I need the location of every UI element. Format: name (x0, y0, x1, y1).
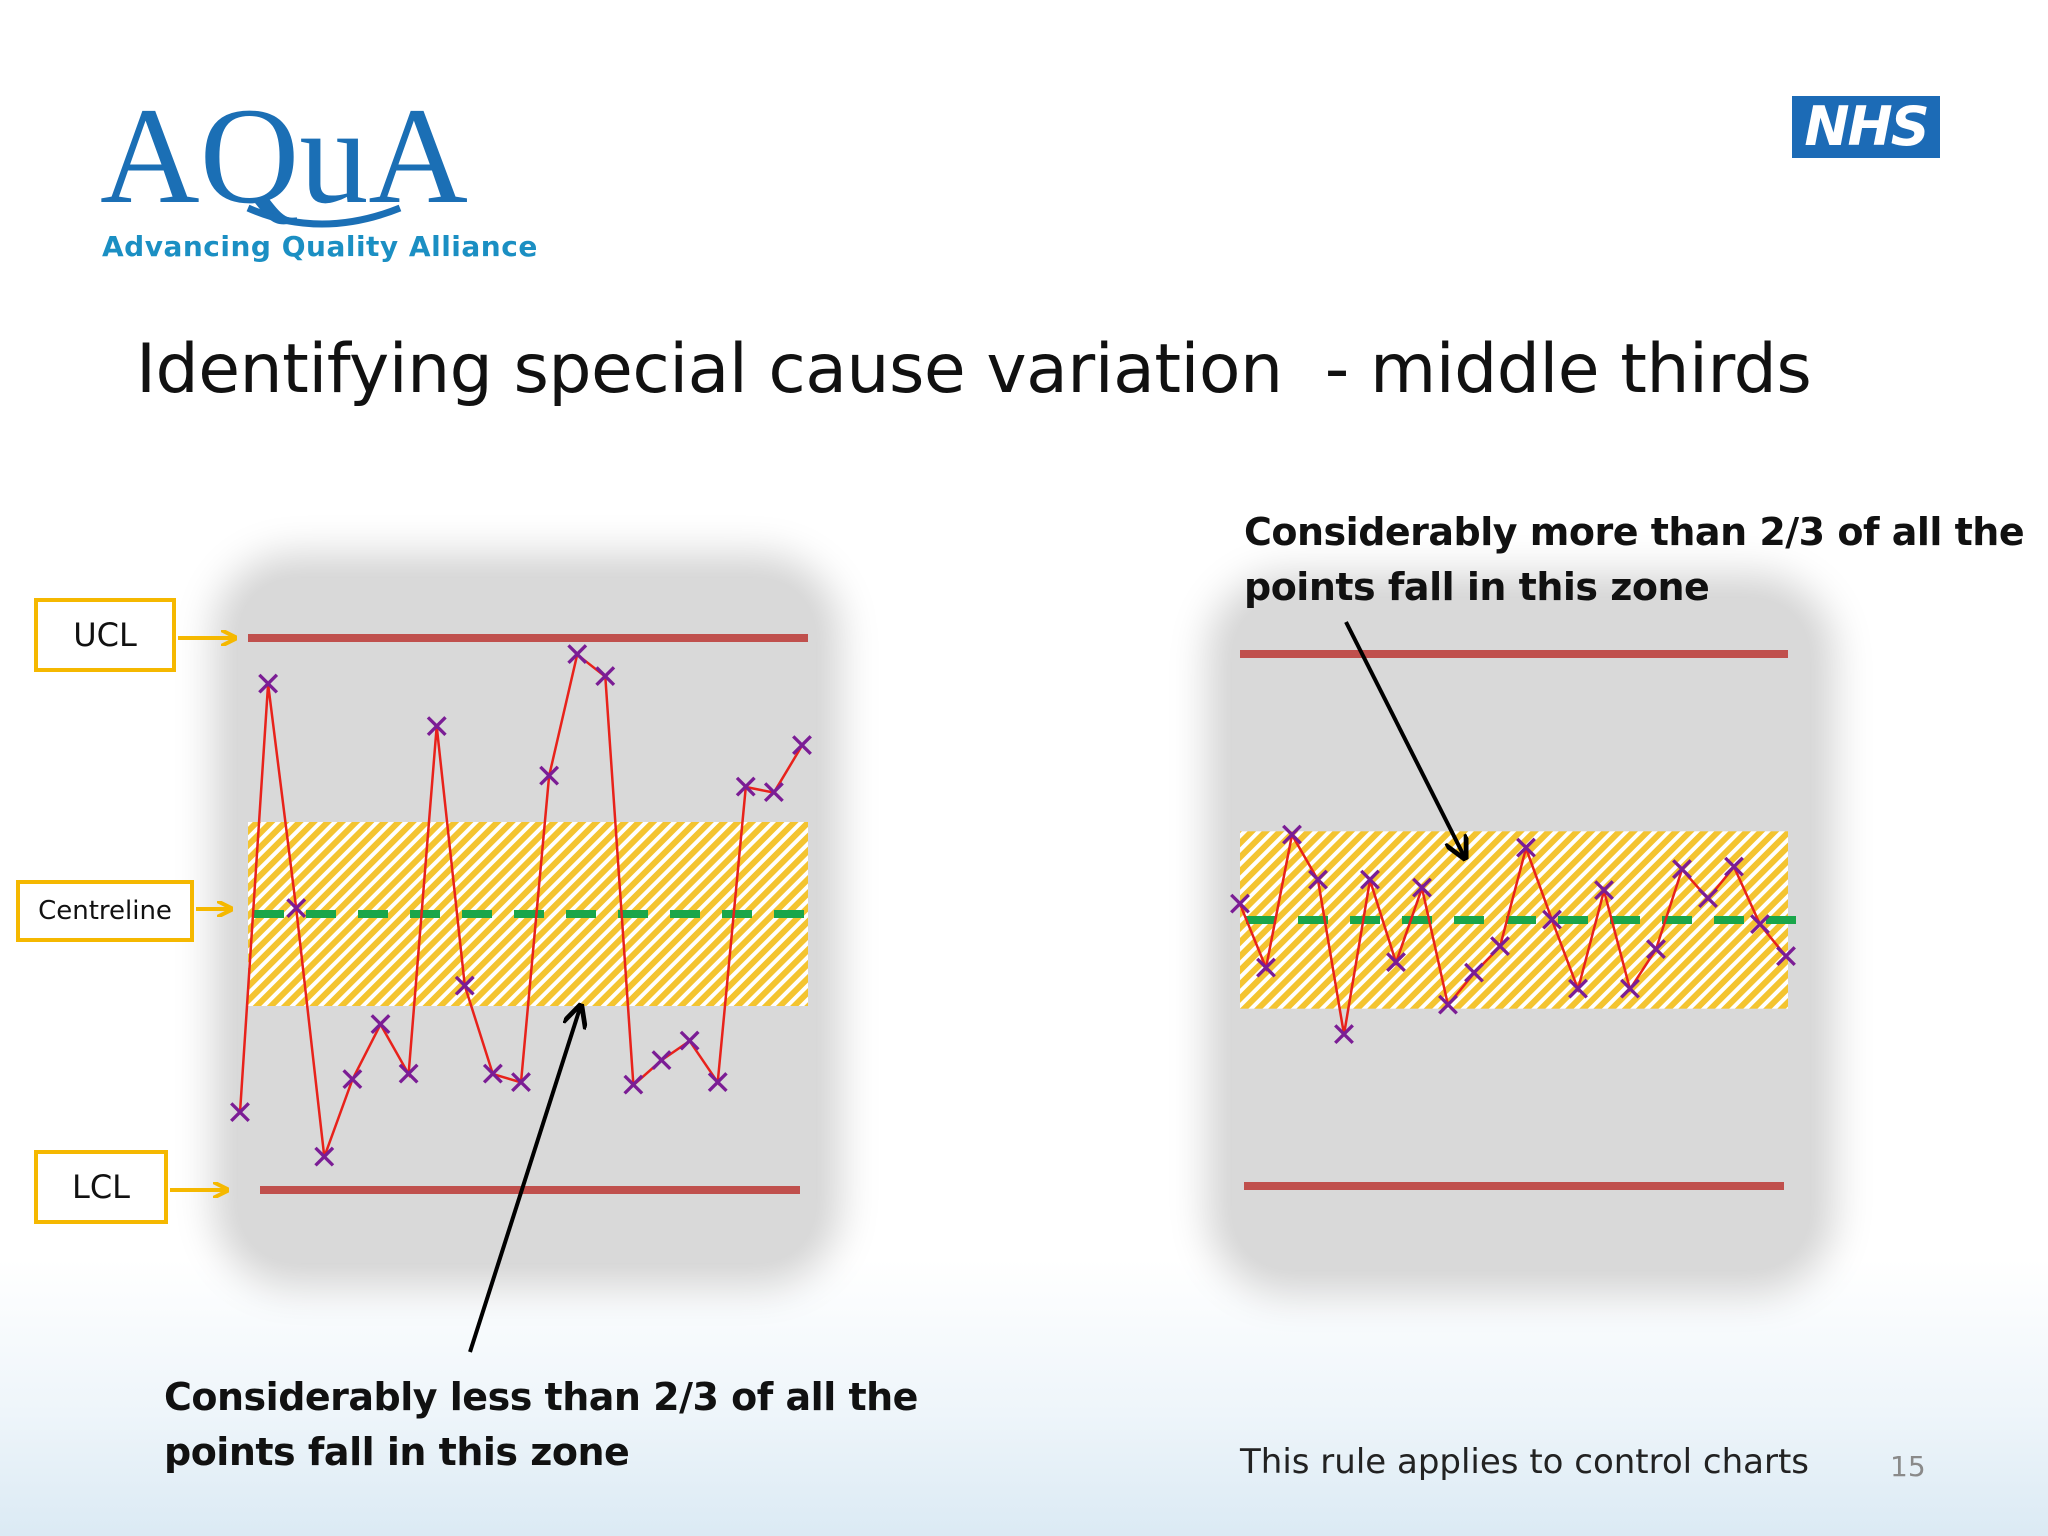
data-point-marker: ✕ (535, 757, 564, 797)
data-point-marker: ✕ (1668, 850, 1697, 890)
data-point-marker: ✕ (254, 665, 283, 705)
data-point-marker: ✕ (1226, 885, 1255, 925)
data-point-marker: ✕ (1278, 816, 1307, 856)
callout-left-line-1: Considerably less than 2/3 of all the (164, 1375, 918, 1419)
nhs-logo: NHS (1792, 96, 1940, 158)
callout-left-line-2: points fall in this zone (164, 1430, 630, 1474)
data-point-marker: ✕ (788, 727, 817, 767)
data-point-marker: ✕ (1616, 970, 1645, 1010)
data-point-marker: ✕ (338, 1061, 367, 1101)
data-point-marker: ✕ (1642, 930, 1671, 970)
data-point-marker: ✕ (1694, 880, 1723, 920)
data-point-marker: ✕ (1720, 848, 1749, 888)
callout-left-arrow (468, 1008, 580, 1353)
centreline-label: Centreline (16, 880, 194, 942)
data-point-marker: ✕ (619, 1066, 648, 1106)
data-point-marker: ✕ (1746, 905, 1775, 945)
data-point-marker: ✕ (366, 1005, 395, 1045)
callout-right-line-2: points fall in this zone (1244, 565, 1710, 609)
data-point-marker: ✕ (394, 1055, 423, 1095)
data-point-marker: ✕ (1590, 872, 1619, 912)
callout-right-arrow (1344, 621, 1464, 856)
logo-tagline: Advancing Quality Alliance (102, 230, 538, 263)
data-point-marker: ✕ (1772, 937, 1801, 977)
data-point-marker: ✕ (591, 658, 620, 698)
data-point-marker: ✕ (1538, 901, 1567, 941)
data-point-marker: ✕ (647, 1041, 676, 1081)
data-point-marker: ✕ (1382, 944, 1411, 984)
page-number: 15 (1890, 1450, 1926, 1483)
data-point-marker: ✕ (703, 1063, 732, 1103)
data-point-marker: ✕ (310, 1138, 339, 1178)
control-chart-left: ✕✕✕✕✕✕✕✕✕✕ ✕✕✕✕✕✕ ✕✕✕ ✕✕ (226, 634, 817, 1194)
data-point-marker: ✕ (1330, 1015, 1359, 1055)
data-point-marker: ✕ (1512, 829, 1541, 869)
callout-right-line-1: Considerably more than 2/3 of all the (1244, 510, 2025, 554)
data-series-line (238, 652, 804, 1158)
data-series-line (1238, 831, 1787, 1035)
control-chart-right: ✕✕✕✕✕✕✕✕✕✕✕✕✕✕✕✕✕✕✕✕✕✕ (1226, 650, 1801, 1190)
slide-title: Identifying special cause variation - mi… (136, 330, 1812, 409)
aqua-wordmark: AQuA (100, 90, 468, 230)
data-point-marker: ✕ (563, 636, 592, 676)
data-point-marker: ✕ (479, 1055, 508, 1095)
data-point-marker: ✕ (226, 1094, 255, 1134)
callout-right: Considerably more than 2/3 of all the po… (1244, 505, 2025, 615)
footer-note: This rule applies to control charts (1240, 1442, 1810, 1482)
data-point-marker: ✕ (1434, 986, 1463, 1026)
data-point-marker: ✕ (282, 889, 311, 929)
ucl-label: UCL (34, 598, 176, 672)
data-point-marker: ✕ (675, 1022, 704, 1062)
data-point-marker: ✕ (451, 967, 480, 1007)
data-point-marker: ✕ (1408, 869, 1437, 909)
data-point-marker: ✕ (507, 1063, 536, 1103)
data-point-marker: ✕ (732, 768, 761, 808)
data-point-marker: ✕ (1252, 949, 1281, 989)
data-point-marker: ✕ (760, 774, 789, 814)
data-point-marker: ✕ (1356, 861, 1385, 901)
data-point-marker: ✕ (422, 707, 451, 747)
data-point-marker: ✕ (1304, 861, 1333, 901)
lcl-label: LCL (34, 1150, 168, 1224)
data-point-marker: ✕ (1564, 970, 1593, 1010)
data-point-marker: ✕ (1460, 954, 1489, 994)
aqua-wordmark-text: AQuA (100, 90, 468, 230)
data-point-marker: ✕ (1486, 928, 1515, 968)
aqua-logo: AQuA Advancing Quality Alliance (100, 90, 537, 280)
callout-left: Considerably less than 2/3 of all the po… (164, 1370, 918, 1480)
